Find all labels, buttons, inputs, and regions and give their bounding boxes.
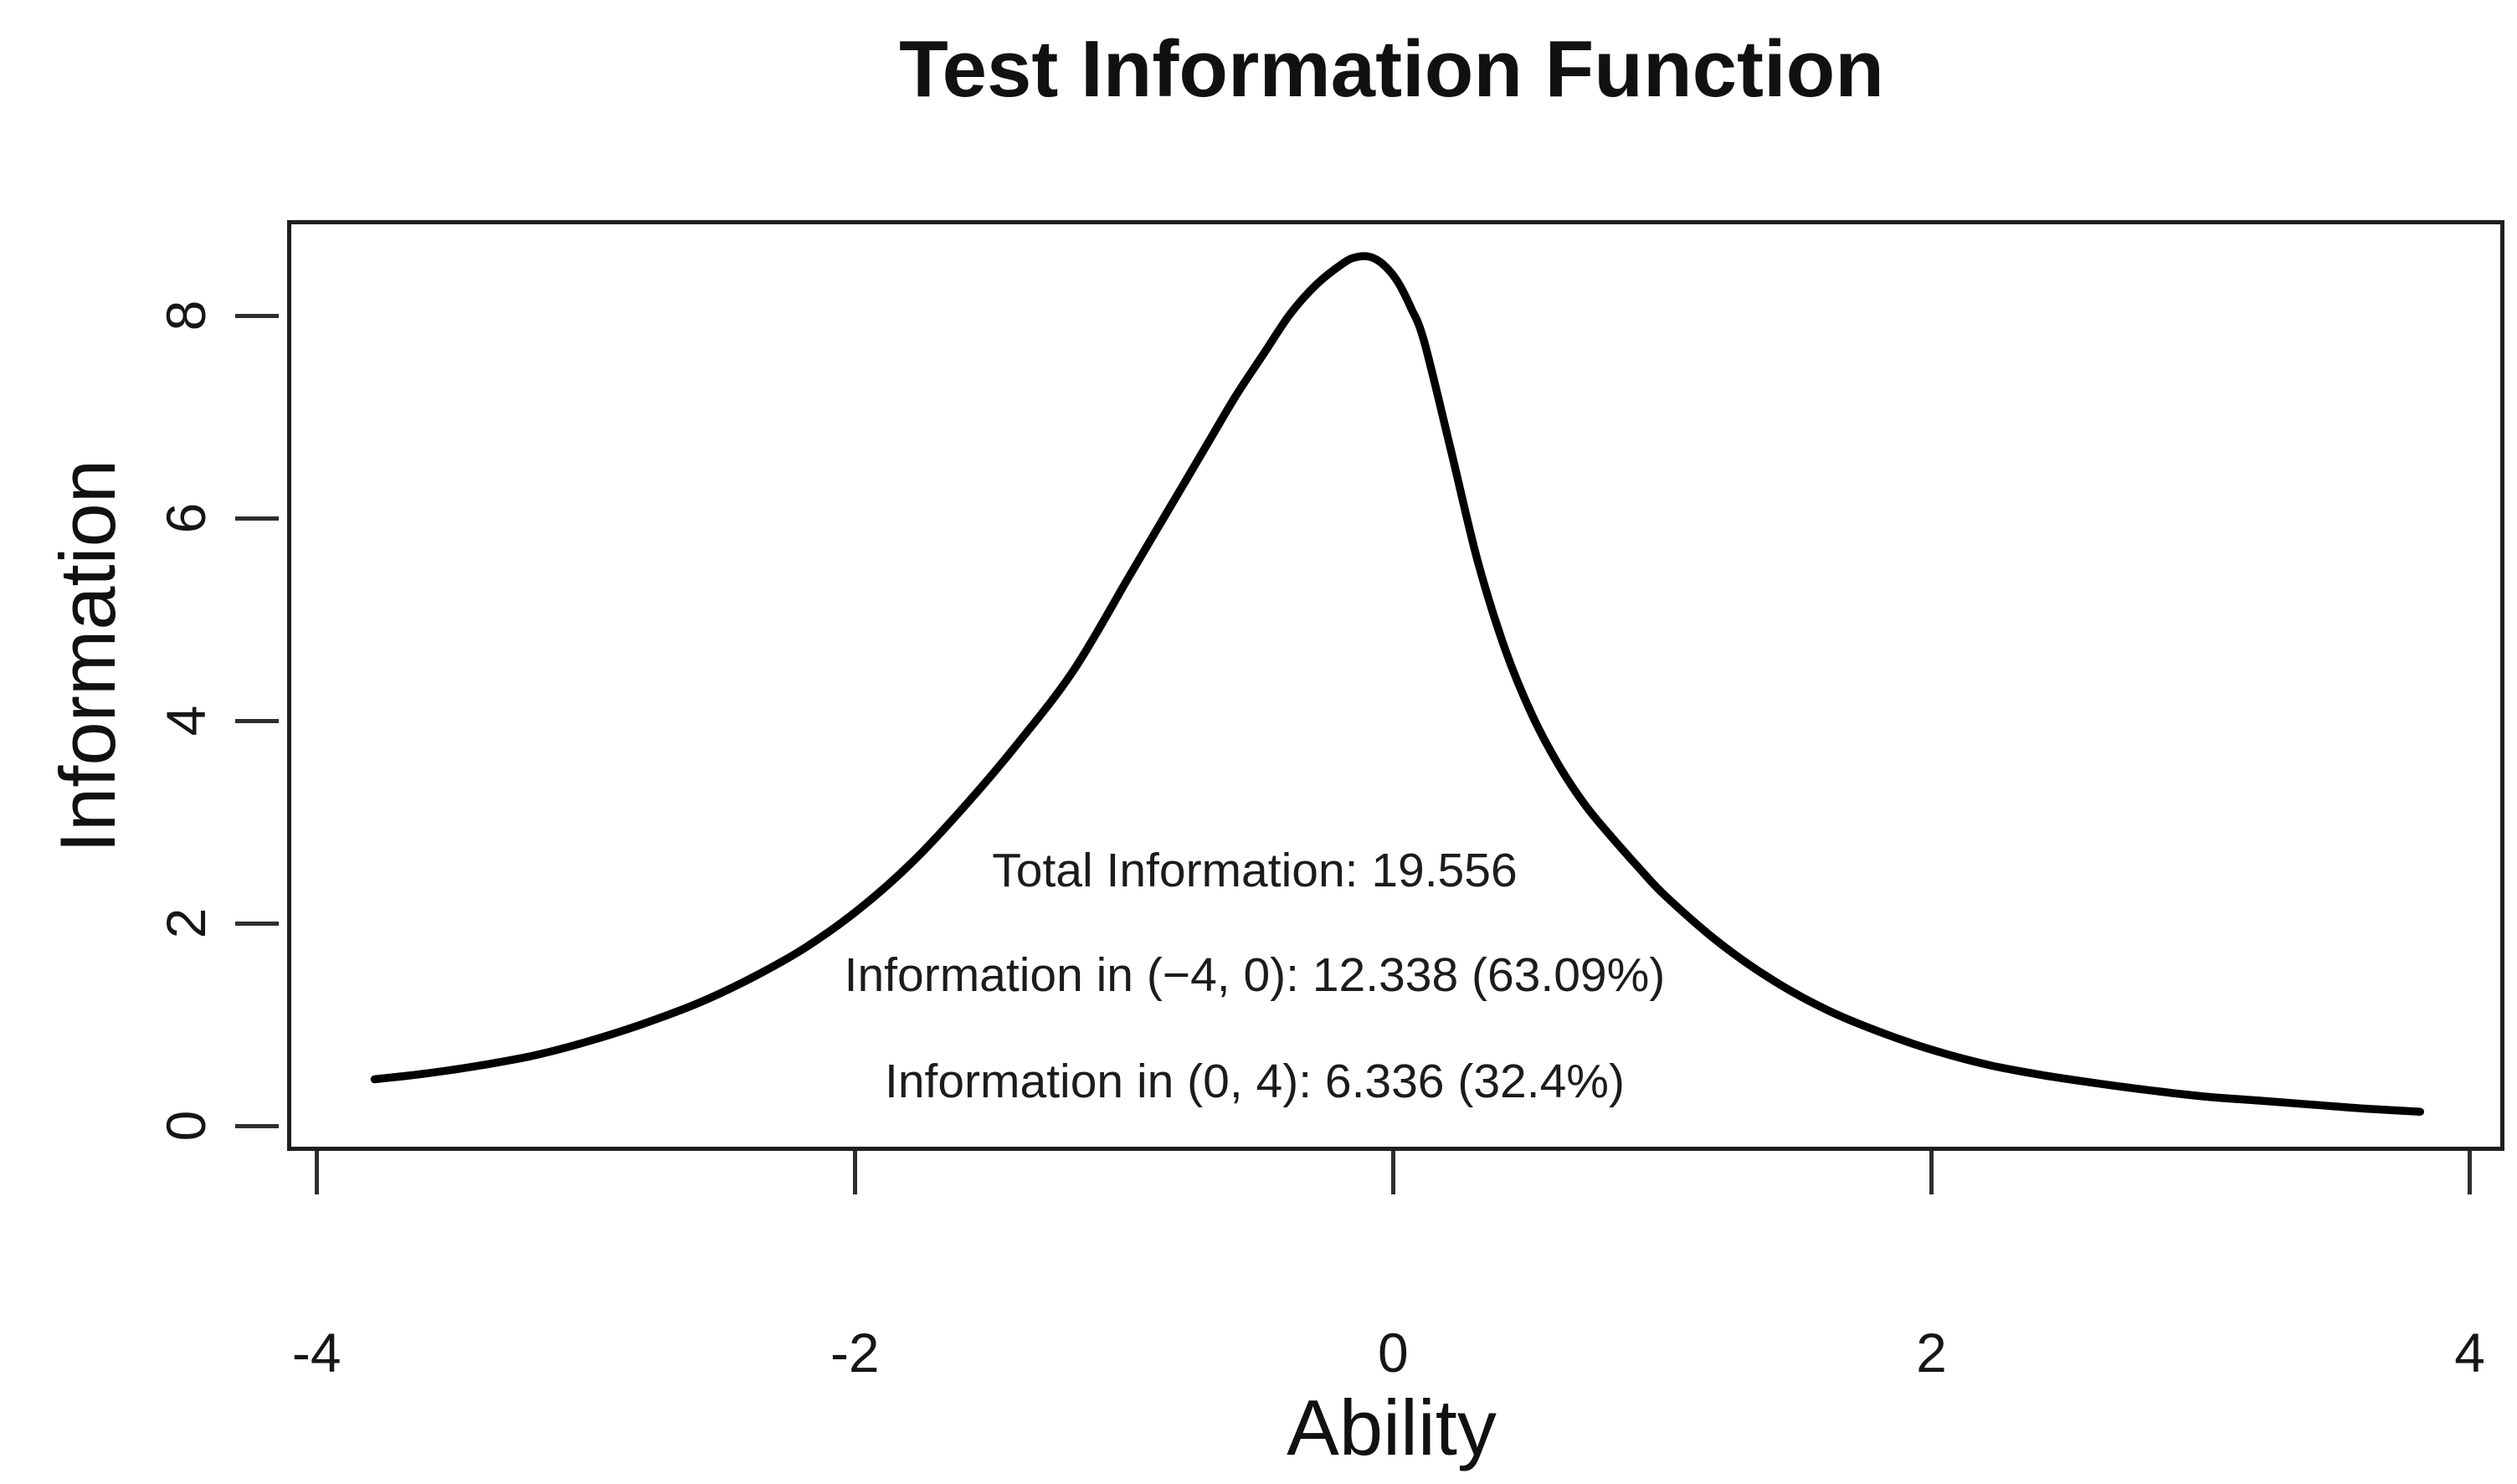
- y-tick-mark: [235, 516, 279, 521]
- y-tick-label: 4: [155, 705, 217, 737]
- x-tick-label: 4: [2454, 1322, 2485, 1384]
- x-tick-mark: [314, 1151, 319, 1194]
- x-axis-title: Ability: [1287, 1384, 1497, 1471]
- y-tick-label: 2: [155, 907, 217, 939]
- tif-curve: [370, 252, 2425, 1116]
- curve-canvas: [370, 252, 2425, 1116]
- annotation-information-negative-range: Information in (−4, 0): 12.338 (63.09%): [844, 947, 1666, 1002]
- y-tick-mark: [235, 921, 279, 926]
- plot-area: Total Information: 19.556 Information in…: [287, 220, 2504, 1151]
- y-tick-label: 8: [155, 300, 217, 331]
- x-tick-mark: [1929, 1151, 1934, 1194]
- y-tick-mark: [235, 1123, 279, 1128]
- x-tick-mark: [2468, 1151, 2473, 1194]
- y-tick-label: 6: [155, 502, 217, 534]
- annotation-information-positive-range: Information in (0, 4): 6.336 (32.4%): [884, 1054, 1625, 1108]
- x-tick-label: 2: [1916, 1322, 1947, 1384]
- annotation-total-information: Total Information: 19.556: [992, 844, 1518, 898]
- x-tick-label: 0: [1378, 1322, 1409, 1384]
- y-tick-mark: [235, 313, 279, 318]
- x-tick-label: -4: [291, 1322, 342, 1384]
- y-axis-title: Information: [44, 459, 131, 854]
- x-tick-label: -2: [830, 1322, 880, 1384]
- chart-title: Test Information Function: [899, 24, 1884, 114]
- x-tick-mark: [852, 1151, 857, 1194]
- x-tick-mark: [1390, 1151, 1395, 1194]
- y-tick-label: 0: [155, 1110, 217, 1142]
- y-tick-mark: [235, 718, 279, 723]
